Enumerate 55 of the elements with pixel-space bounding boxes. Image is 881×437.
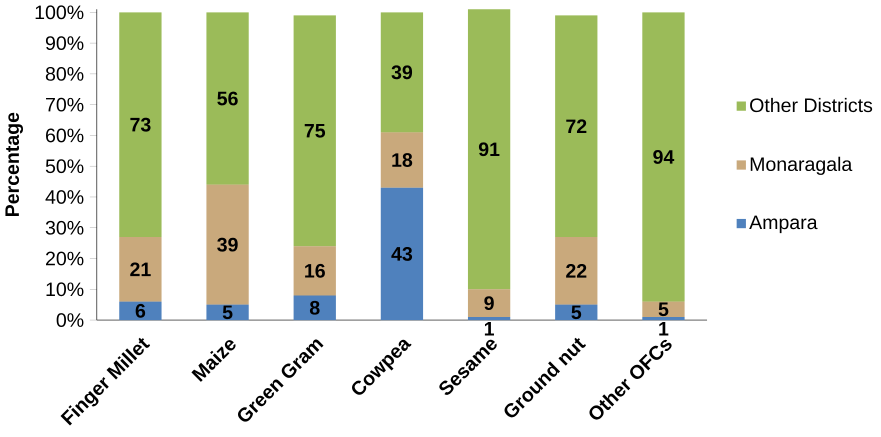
data-label: 75 [304,124,326,138]
data-label: 91 [478,142,500,156]
y-tick-label: 90% [46,36,84,50]
data-label: 9 [484,296,494,310]
bar [294,15,336,246]
data-label: 22 [566,264,586,278]
data-label: 1 [659,322,668,336]
bar [380,132,424,188]
data-label: 39 [217,238,238,252]
bar [555,236,598,305]
data-label: 73 [130,118,151,132]
bar [642,316,685,320]
bar [119,302,162,320]
data-label: 8 [310,300,320,315]
bar [206,184,249,305]
bar [294,246,336,296]
legend-label: Ampara [749,216,818,234]
legend-label: Monaragala [750,156,852,175]
y-tick-label: 100% [36,5,84,20]
y-tick-label: 70% [46,98,84,112]
y-tick-label: 80% [46,66,84,81]
bar [380,12,424,132]
data-label: 56 [217,92,238,106]
y-tick-label: 60% [46,128,84,142]
data-label: 16 [305,264,325,278]
data-label: 18 [392,153,412,167]
bar [294,295,336,320]
bar [468,9,510,290]
y-tick-label: 30% [46,220,84,235]
bar [119,12,162,237]
y-tick-label: 20% [46,252,84,266]
data-label: 72 [566,119,586,133]
data-label: 1 [484,322,494,336]
bar [468,289,510,317]
bar [642,12,685,302]
data-label: 94 [653,150,674,164]
y-tick-label: 0% [56,313,84,327]
y-axis-title: Percentage [5,112,23,216]
y-tick-label: 10% [46,282,84,296]
y-tick-label: 40% [45,190,84,204]
data-label: 5 [658,302,668,316]
data-label: 6 [136,304,146,318]
y-tick-label: 50% [46,159,84,174]
data-label: 5 [571,306,582,320]
data-label: 39 [392,65,412,80]
bar [468,316,510,320]
data-label: 21 [130,262,151,276]
legend-label: Other Districts [750,98,872,112]
bar [555,304,598,320]
bar [119,236,162,302]
bar [206,12,249,185]
data-label: 43 [391,246,412,261]
data-label: 5 [222,306,232,320]
bar [555,15,598,237]
bar [380,188,424,320]
